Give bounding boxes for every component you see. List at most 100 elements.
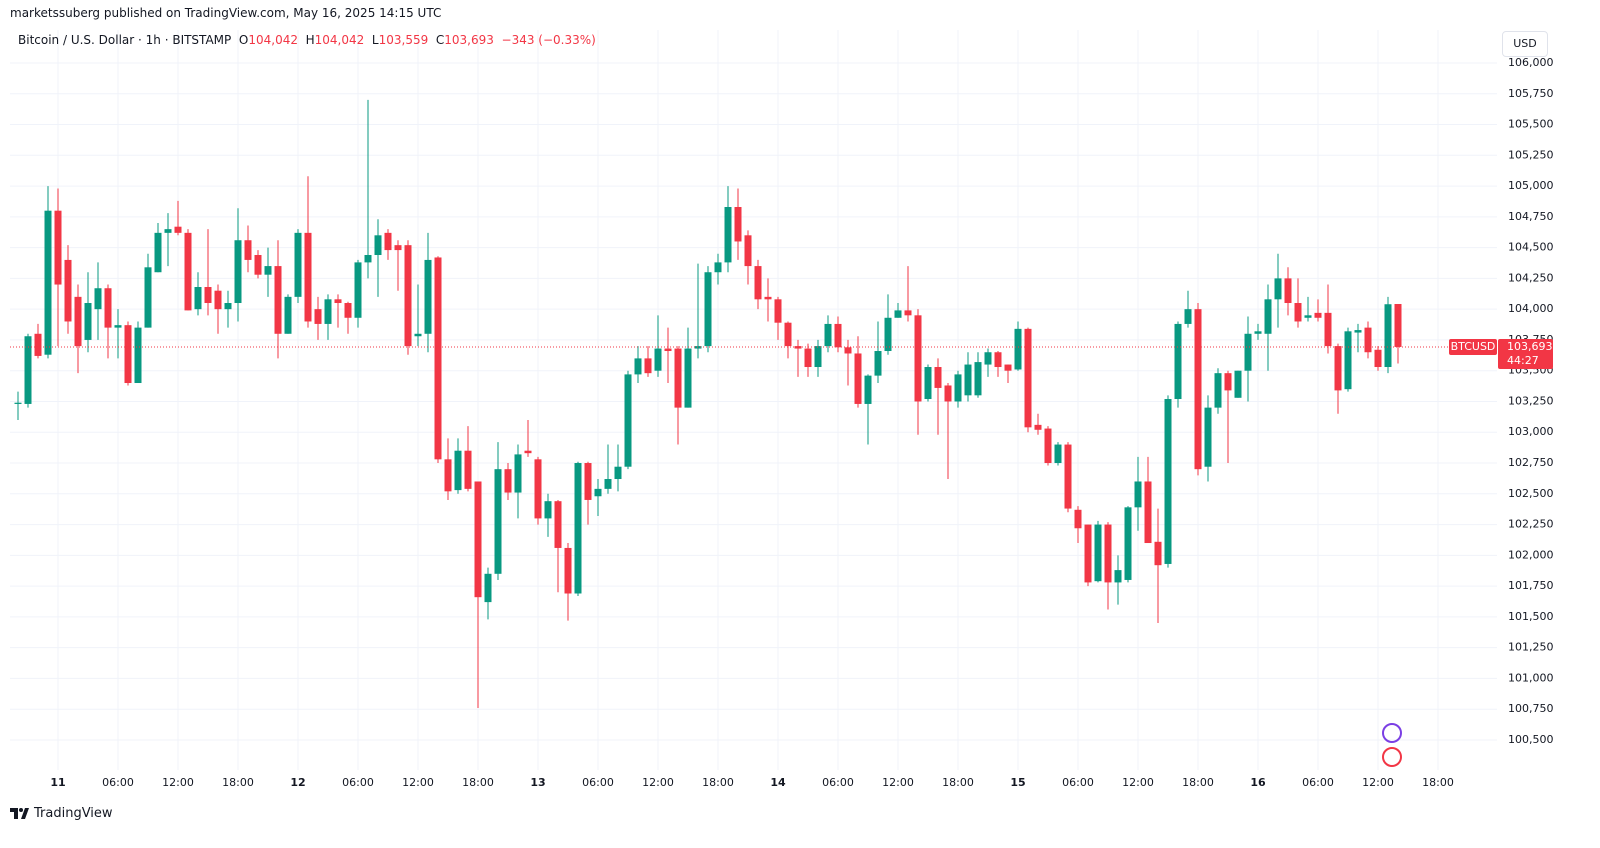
candle-body — [424, 259, 432, 334]
candle-body — [354, 262, 362, 318]
x-tick-label: 18:00 — [1422, 776, 1454, 789]
candle-body — [534, 459, 542, 519]
y-tick-label: 104,500 — [1508, 241, 1554, 254]
candle-body — [494, 469, 502, 574]
x-tick-label: 12 — [290, 776, 305, 789]
candle-body — [504, 469, 512, 493]
candle-body — [834, 323, 842, 348]
candle-body — [264, 266, 272, 275]
candle-body — [464, 450, 472, 489]
candle-body — [984, 352, 992, 365]
candle-body — [924, 367, 932, 400]
candle-body — [1154, 541, 1162, 566]
candle-body — [184, 232, 192, 311]
candle-body — [724, 206, 732, 263]
x-tick-label: 18:00 — [222, 776, 254, 789]
candle-body — [474, 481, 482, 598]
candle-body — [1234, 370, 1242, 398]
candle-body — [204, 287, 212, 304]
candle-body — [904, 310, 912, 316]
y-tick-label: 102,000 — [1508, 548, 1554, 561]
y-tick-label: 101,500 — [1508, 610, 1554, 623]
candle-body — [54, 210, 62, 285]
candle-body — [564, 547, 572, 594]
candle-body — [364, 255, 372, 263]
candle-body — [334, 299, 342, 304]
x-tick-label: 12:00 — [162, 776, 194, 789]
candle-body — [624, 374, 632, 467]
y-tick-label: 101,250 — [1508, 641, 1554, 654]
brand: TradingView — [10, 806, 113, 821]
price-tag-label: 103,693 — [1507, 340, 1553, 353]
candle-body — [634, 358, 642, 375]
candle-body — [84, 303, 92, 340]
countdown: 44:27 — [1507, 354, 1539, 367]
candle-body — [434, 257, 442, 460]
candle-body — [704, 272, 712, 347]
candle-body — [614, 466, 622, 480]
x-tick-label: 12:00 — [1122, 776, 1154, 789]
candle-body — [304, 232, 312, 322]
x-tick-label: 06:00 — [102, 776, 134, 789]
candle-body — [1064, 444, 1072, 509]
candle-body — [1204, 407, 1212, 467]
x-tick-label: 18:00 — [702, 776, 734, 789]
candle-body — [914, 315, 922, 402]
ticker-tag — [1449, 338, 1497, 355]
candle-body — [344, 303, 352, 318]
candle-body — [1384, 304, 1392, 368]
candle-body — [74, 296, 82, 347]
candle-body — [654, 348, 662, 371]
candle-body — [1044, 428, 1052, 464]
x-tick-label: 12:00 — [402, 776, 434, 789]
candle-body — [1324, 312, 1332, 347]
candle-body — [574, 463, 582, 594]
x-tick-label: 13 — [530, 776, 545, 789]
h-label: H — [305, 33, 315, 47]
y-tick-label: 102,250 — [1508, 518, 1554, 531]
candle-body — [414, 333, 422, 337]
candle-body — [584, 463, 592, 500]
brand-name: TradingView — [34, 806, 113, 821]
candle-body — [14, 402, 22, 404]
candle-body — [244, 240, 252, 260]
candle-body — [194, 287, 202, 310]
y-tick-label: 101,000 — [1508, 671, 1554, 684]
y-tick-label: 100,750 — [1508, 702, 1554, 715]
candle-body — [1014, 328, 1022, 370]
candle-body — [524, 450, 532, 454]
candle-body — [114, 325, 122, 328]
candle-body — [384, 232, 392, 251]
candle-body — [1214, 373, 1222, 408]
y-tick-label: 104,750 — [1508, 210, 1554, 223]
h-value: 104,042 — [314, 33, 365, 47]
candle-body — [1194, 309, 1202, 470]
symbol: Bitcoin / U.S. Dollar · 1h · BITSTAMP — [18, 33, 232, 47]
candle-body — [374, 235, 382, 256]
candle-body — [224, 303, 232, 310]
x-tick-label: 06:00 — [1302, 776, 1334, 789]
y-tick-label: 103,250 — [1508, 394, 1554, 407]
candle-body — [1254, 331, 1262, 334]
candle-body — [64, 259, 72, 322]
candle-body — [1124, 507, 1132, 580]
candle-body — [684, 348, 692, 408]
candle-body — [1284, 278, 1292, 304]
candle-body — [954, 374, 962, 402]
c-label: C — [435, 33, 445, 47]
candle-body — [1294, 303, 1302, 322]
candle-body — [874, 351, 882, 376]
candle-body — [1084, 524, 1092, 583]
o-label: O — [238, 33, 249, 47]
candle-body — [1004, 364, 1012, 371]
candle-body — [154, 232, 162, 273]
candle-body — [744, 235, 752, 267]
candle-body — [394, 245, 402, 251]
currency-button[interactable]: USD — [1502, 31, 1548, 57]
y-tick-label: 101,750 — [1508, 579, 1554, 592]
x-tick-label: 06:00 — [1062, 776, 1094, 789]
candle-body — [214, 290, 222, 310]
candle-body — [1164, 399, 1172, 564]
